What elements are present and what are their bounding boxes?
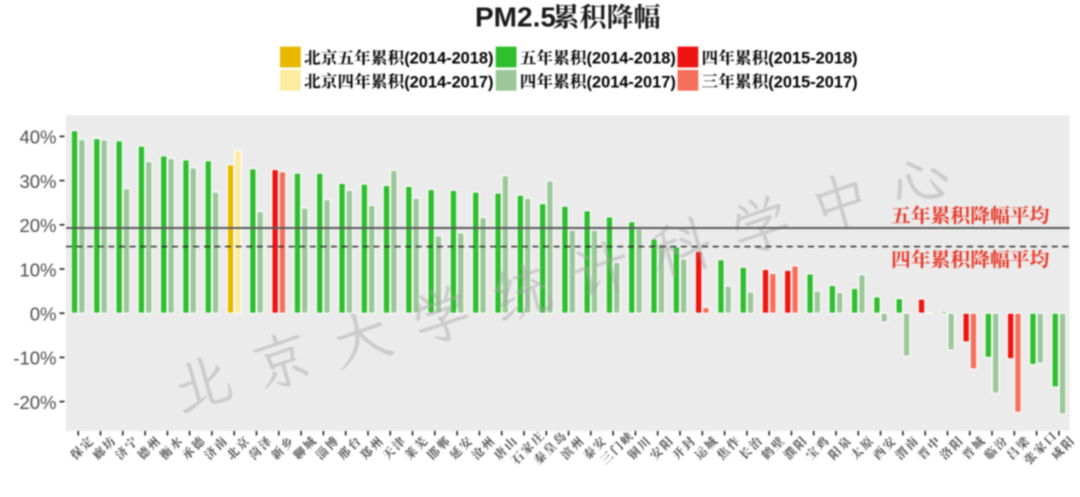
svg-text:(2014-2017): (2014-2017) — [404, 73, 493, 91]
svg-text:0%: 0% — [30, 304, 57, 325]
svg-text:(2014-2018): (2014-2018) — [587, 50, 676, 68]
svg-text:-20%: -20% — [13, 392, 56, 413]
svg-text:(2015-2018): (2015-2018) — [768, 50, 857, 68]
svg-text:PM2.5: PM2.5 — [475, 2, 556, 33]
svg-text:40%: 40% — [19, 127, 56, 148]
svg-text:-10%: -10% — [13, 348, 56, 369]
svg-text:10%: 10% — [19, 259, 56, 280]
svg-text:(2014-2017): (2014-2017) — [587, 73, 676, 91]
svg-text:30%: 30% — [19, 171, 56, 192]
svg-text:20%: 20% — [19, 215, 56, 236]
svg-text:(2015-2017): (2015-2017) — [768, 73, 857, 91]
svg-text:(2014-2018): (2014-2018) — [404, 50, 493, 68]
